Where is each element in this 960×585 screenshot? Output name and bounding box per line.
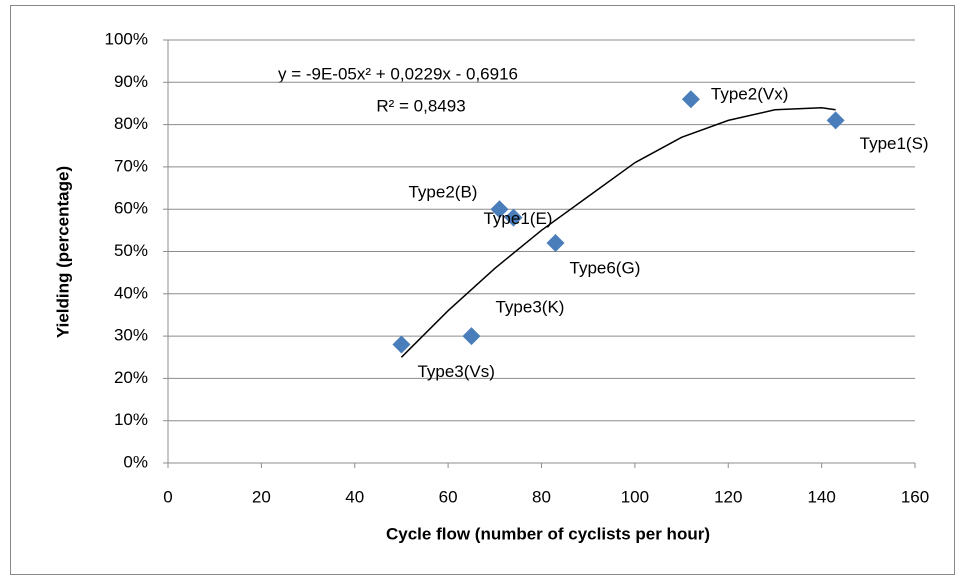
point-label: Type1(E) xyxy=(483,209,552,228)
y-tick-label: 40% xyxy=(114,283,148,302)
y-tick-label: 50% xyxy=(114,241,148,260)
point-label: Type3(Vs) xyxy=(417,362,494,381)
point xyxy=(392,335,411,354)
y-tick-label: 100% xyxy=(105,29,148,48)
x-tick-label: 160 xyxy=(901,487,929,506)
x-tick-label: 40 xyxy=(345,487,364,506)
y-tick-label: 10% xyxy=(114,410,148,429)
x-axis-title: Cycle flow (number of cyclists per hour) xyxy=(386,524,710,543)
point-label: Type2(Vx) xyxy=(711,85,788,104)
point-label: Type3(K) xyxy=(495,298,564,317)
x-tick-label: 140 xyxy=(807,487,835,506)
point xyxy=(546,234,565,253)
trendline-r2: R² = 0,8493 xyxy=(376,96,465,115)
y-tick-label: 90% xyxy=(114,72,148,91)
point-label: Type6(G) xyxy=(570,259,641,278)
point-label: Type1(S) xyxy=(860,134,929,153)
point xyxy=(490,200,509,219)
x-tick-label: 0 xyxy=(163,487,172,506)
trendline-equation: y = -9E-05x² + 0,0229x - 0,6916 xyxy=(278,64,518,83)
x-tick-label: 100 xyxy=(621,487,649,506)
x-tick-label: 120 xyxy=(714,487,742,506)
point xyxy=(462,327,481,346)
point-label: Type2(B) xyxy=(408,183,477,202)
y-tick-label: 20% xyxy=(114,368,148,387)
x-tick-label: 20 xyxy=(252,487,271,506)
point xyxy=(504,208,523,227)
trendline xyxy=(400,106,836,358)
point xyxy=(826,111,845,130)
point xyxy=(681,90,700,109)
x-tick-label: 60 xyxy=(439,487,458,506)
y-tick-label: 60% xyxy=(114,199,148,218)
y-tick-label: 30% xyxy=(114,326,148,345)
y-tick-label: 80% xyxy=(114,114,148,133)
y-axis-title: Yielding (percentage) xyxy=(53,166,72,338)
y-tick-label: 0% xyxy=(123,452,148,471)
y-tick-label: 70% xyxy=(114,156,148,175)
x-tick-label: 80 xyxy=(532,487,551,506)
